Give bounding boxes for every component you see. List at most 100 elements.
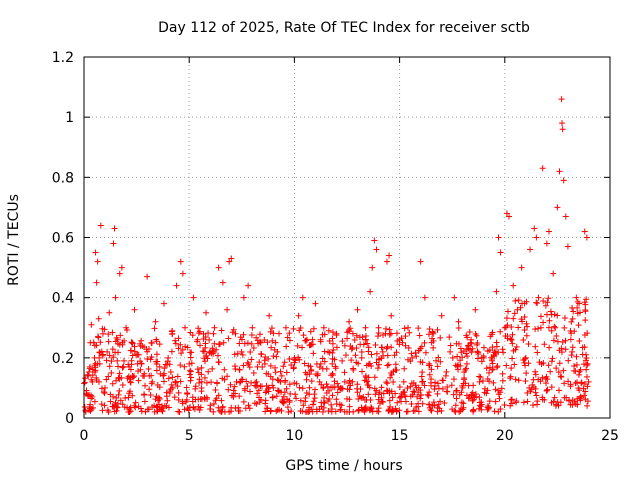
data-point	[558, 373, 565, 380]
data-point	[82, 407, 89, 414]
y-tick-label: 1.2	[52, 50, 74, 66]
data-point	[325, 408, 332, 415]
data-point	[341, 369, 348, 376]
data-point	[484, 402, 491, 409]
data-point	[548, 384, 555, 391]
data-point	[329, 372, 336, 379]
data-point	[115, 374, 122, 381]
data-point	[454, 353, 461, 360]
data-point	[299, 294, 306, 301]
data-point	[110, 354, 117, 361]
data-point	[515, 297, 522, 304]
data-point	[333, 344, 340, 351]
data-point	[452, 408, 459, 415]
data-point	[402, 333, 409, 340]
data-point	[228, 255, 235, 262]
data-point	[495, 391, 502, 398]
data-point	[468, 392, 475, 399]
data-point	[459, 384, 466, 391]
data-point	[426, 371, 433, 378]
data-point	[543, 240, 550, 247]
data-point	[404, 385, 411, 392]
data-point	[93, 279, 100, 286]
data-point	[161, 365, 168, 372]
data-point	[386, 331, 393, 338]
data-point	[455, 340, 462, 347]
data-point	[312, 300, 319, 307]
data-point	[113, 377, 120, 384]
data-point	[329, 349, 336, 356]
data-point	[209, 365, 216, 372]
data-point	[152, 318, 159, 325]
data-point	[254, 390, 261, 397]
data-point	[534, 398, 541, 405]
data-point	[188, 349, 195, 356]
data-point	[329, 360, 336, 367]
data-point	[221, 376, 228, 383]
data-point	[556, 360, 563, 367]
data-point	[214, 352, 221, 359]
data-point	[284, 334, 291, 341]
data-point	[358, 404, 365, 411]
data-point	[368, 362, 375, 369]
data-point	[111, 225, 118, 232]
data-point	[414, 393, 421, 400]
data-point	[203, 309, 210, 316]
data-point	[286, 337, 293, 344]
data-point	[495, 349, 502, 356]
data-point	[132, 399, 139, 406]
data-point	[325, 327, 332, 334]
data-point	[378, 394, 385, 401]
data-point	[202, 333, 209, 340]
data-point	[402, 342, 409, 349]
data-point	[425, 392, 432, 399]
data-point	[233, 378, 240, 385]
data-point	[532, 368, 539, 375]
data-point	[426, 360, 433, 367]
data-point	[160, 378, 167, 385]
data-point	[165, 404, 172, 411]
x-tick-label: 5	[185, 428, 194, 444]
data-point	[464, 353, 471, 360]
data-point	[392, 390, 399, 397]
data-point	[368, 405, 375, 412]
data-point	[126, 390, 133, 397]
data-point	[354, 306, 361, 313]
data-point	[434, 363, 441, 370]
data-point	[125, 373, 132, 380]
data-point	[280, 363, 287, 370]
data-point	[304, 408, 311, 415]
data-point	[107, 398, 114, 405]
data-point	[295, 312, 302, 319]
data-point	[168, 348, 175, 355]
data-point	[312, 386, 319, 393]
data-point	[160, 372, 167, 379]
data-point	[294, 342, 301, 349]
data-point	[248, 340, 255, 347]
data-point	[135, 368, 142, 375]
data-point	[367, 288, 374, 295]
data-point	[415, 403, 422, 410]
data-point	[215, 264, 222, 271]
data-point	[148, 372, 155, 379]
data-point	[508, 324, 515, 331]
data-point	[358, 354, 365, 361]
data-point	[408, 380, 415, 387]
data-point	[284, 396, 291, 403]
data-point	[325, 348, 332, 355]
data-point	[231, 383, 238, 390]
data-point	[474, 349, 481, 356]
data-point	[392, 366, 399, 373]
data-point	[153, 403, 160, 410]
data-point	[240, 398, 247, 405]
data-point	[284, 404, 291, 411]
data-point	[374, 408, 381, 415]
data-point	[355, 360, 362, 367]
data-point	[183, 396, 190, 403]
data-point	[346, 380, 353, 387]
data-point	[197, 404, 204, 411]
data-point	[333, 330, 340, 337]
data-point	[418, 373, 425, 380]
data-point	[303, 337, 310, 344]
data-point	[522, 362, 529, 369]
